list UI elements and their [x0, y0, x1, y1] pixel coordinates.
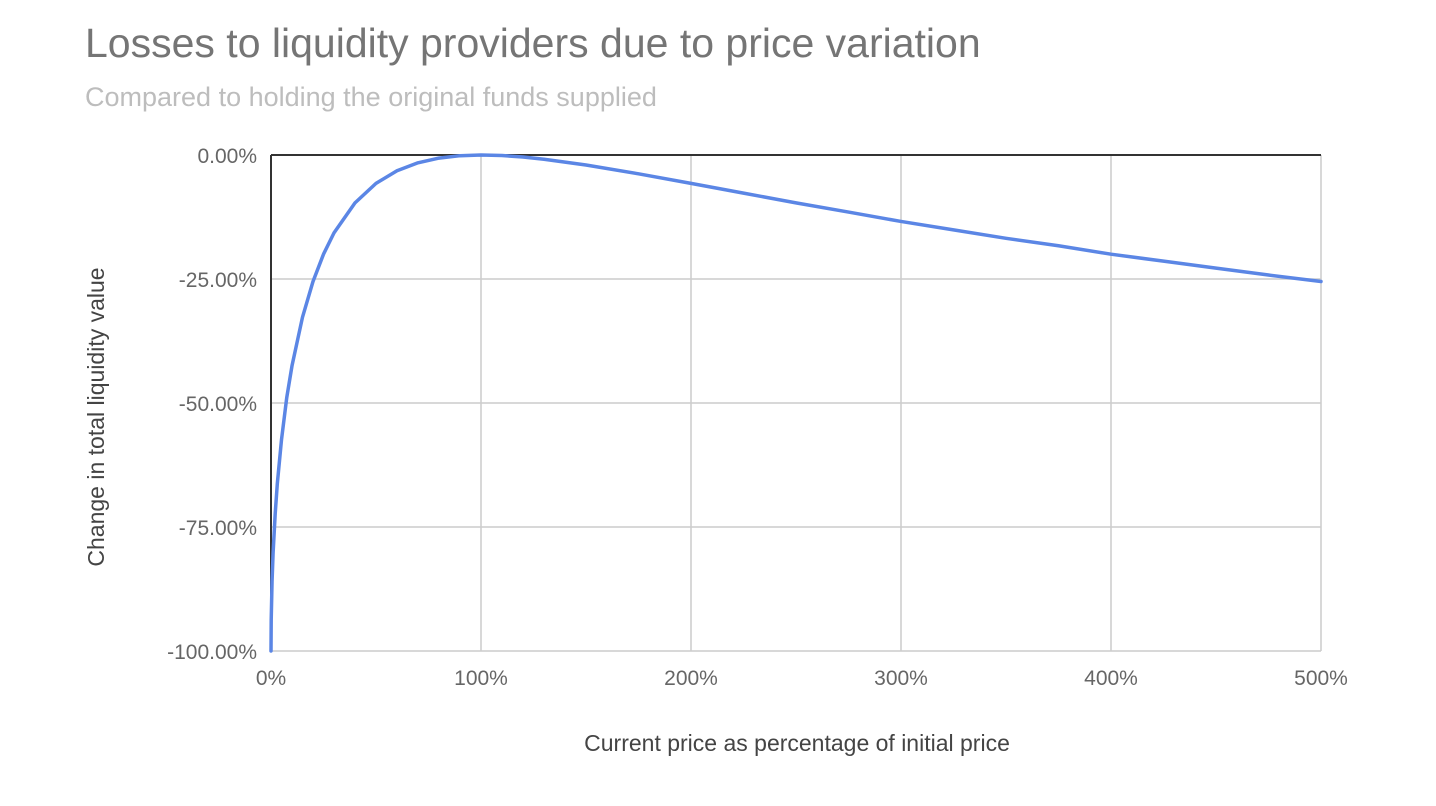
x-tick-label: 100% [454, 667, 508, 690]
y-tick-label: -75.00% [179, 517, 257, 540]
x-axis-title: Current price as percentage of initial p… [584, 730, 1010, 756]
y-tick-label: -100.00% [167, 641, 257, 664]
chart-subtitle: Compared to holding the original funds s… [85, 82, 657, 112]
x-tick-label: 200% [664, 667, 718, 690]
x-tick-label: 300% [874, 667, 928, 690]
chart-title: Losses to liquidity providers due to pri… [85, 20, 981, 66]
y-tick-label: -25.00% [179, 269, 257, 292]
y-tick-label: -50.00% [179, 393, 257, 416]
tick-labels: 0% 100% 200% 300% 400% 500% 0.00% -25.00% -50.00… [167, 145, 1348, 690]
x-tick-label: 500% [1294, 667, 1348, 690]
series-layer [269, 153, 1323, 653]
grid-lines [271, 155, 1322, 652]
x-tick-label: 0% [256, 667, 286, 690]
series-line [269, 153, 1323, 653]
y-axis-title: Change in total liquidity value [83, 267, 109, 566]
x-tick-label: 400% [1084, 667, 1138, 690]
y-tick-label: 0.00% [197, 145, 257, 168]
